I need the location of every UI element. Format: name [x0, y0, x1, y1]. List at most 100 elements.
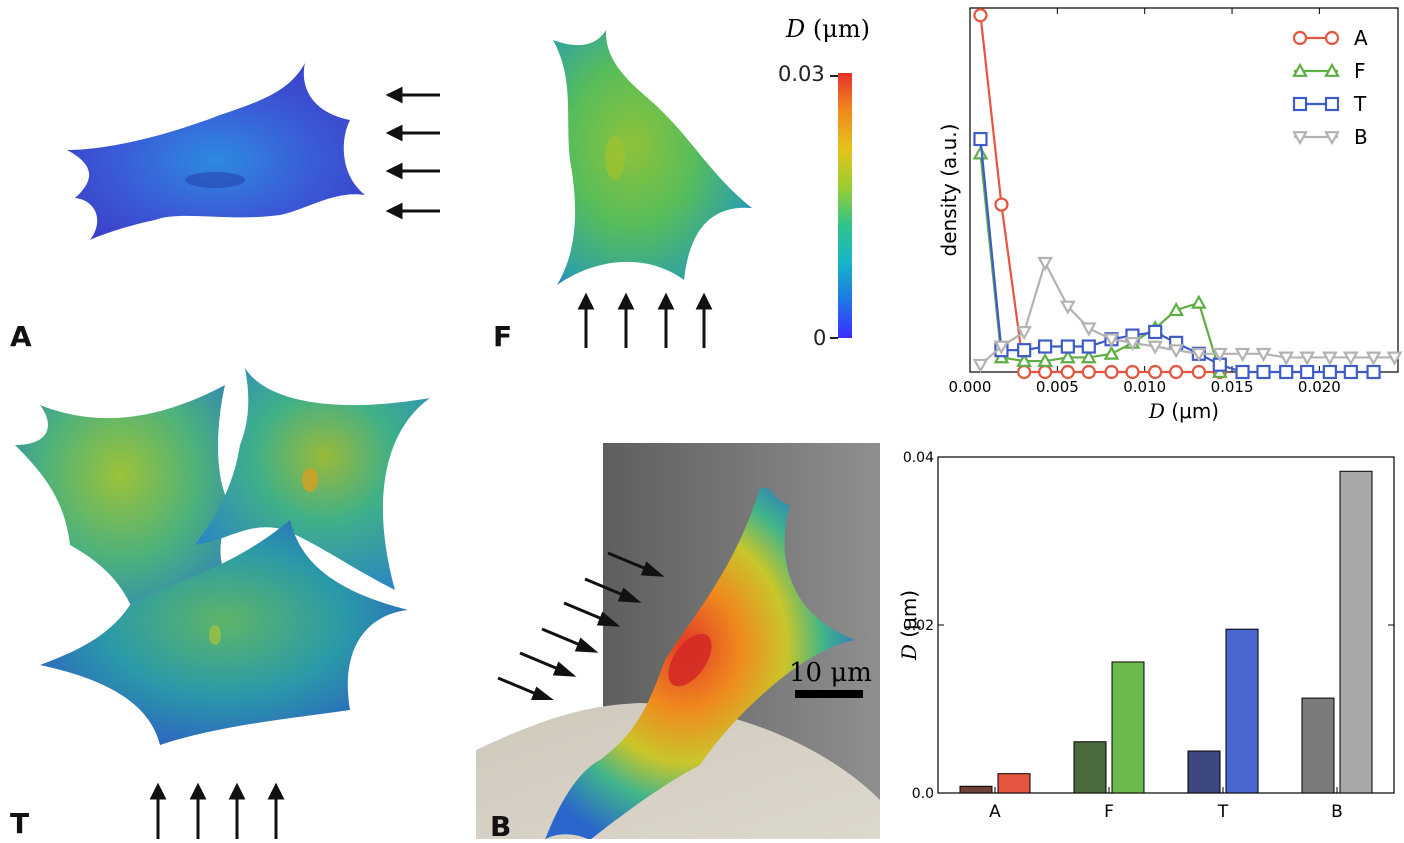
- series-line-F: [979, 153, 1221, 373]
- bar-T-1: [1225, 628, 1259, 794]
- x-tick-label: B: [1331, 802, 1343, 822]
- data-point-B: [1168, 344, 1185, 359]
- force-arrows-f: [577, 292, 713, 348]
- data-point-A: [1169, 364, 1184, 380]
- cell-render-t: [15, 368, 430, 745]
- cell-render-f: [553, 30, 752, 285]
- x-tick-label: F: [1104, 802, 1114, 822]
- data-point-B: [1037, 256, 1053, 272]
- x-tick-label: 0.005: [1036, 378, 1079, 396]
- x-tick-label: T: [1217, 802, 1229, 822]
- data-point-F: [1059, 349, 1076, 364]
- colorbar-min-label: 0: [813, 326, 827, 350]
- x-tick-label: A: [989, 802, 1001, 822]
- colorbar-title-unit: (μm): [812, 15, 870, 43]
- data-point-B: [1234, 347, 1251, 363]
- bar-A-1: [997, 773, 1031, 794]
- data-point-B: [993, 340, 1010, 355]
- scale-bar: [795, 690, 863, 698]
- legend-marker-F: [1324, 62, 1340, 77]
- force-arrows-b: [497, 551, 665, 700]
- bar-T-0: [1187, 750, 1221, 794]
- data-point-A: [1191, 364, 1206, 380]
- data-point-A: [973, 8, 988, 23]
- colorbar-gradient: [838, 73, 852, 338]
- data-point-B: [1342, 351, 1359, 366]
- legend-label-F: F: [1354, 59, 1366, 83]
- legend-label-B: B: [1354, 125, 1368, 149]
- series-line-A: [979, 15, 1220, 374]
- data-point-F: [1037, 352, 1053, 367]
- cell-body-t3: [40, 520, 408, 745]
- x-tick-label: 0.015: [1211, 378, 1254, 396]
- data-point-A: [1017, 364, 1032, 380]
- data-point-A: [1104, 364, 1119, 380]
- data-point-T: [1279, 364, 1294, 380]
- cell-body-a: [67, 63, 365, 240]
- data-point-A: [1081, 364, 1096, 380]
- legend-marker-B: [1292, 131, 1308, 146]
- cell-render-a: [67, 63, 365, 240]
- scale-bar-label: 10 μm: [789, 658, 872, 688]
- data-point-T: [1322, 364, 1337, 380]
- panel-label-f: F: [493, 320, 513, 353]
- y-axis-label: D (μm): [897, 590, 921, 661]
- force-arrows-t: [149, 782, 285, 839]
- bar-B-1: [1339, 470, 1373, 794]
- data-point-A: [994, 197, 1009, 212]
- legend-label-A: A: [1354, 26, 1368, 50]
- data-point-T: [973, 131, 988, 147]
- colorbar-tick-min: [830, 337, 838, 339]
- x-tick-label: 0.020: [1298, 378, 1341, 396]
- cell-body-t1: [15, 385, 250, 640]
- legend-marker-T: [1292, 96, 1308, 112]
- data-point-F: [1190, 294, 1207, 309]
- cell-render-b: [476, 443, 880, 839]
- data-point-T: [1148, 324, 1163, 340]
- data-point-B: [1190, 347, 1207, 363]
- legend-marker-F: [1292, 62, 1308, 77]
- data-point-B: [1211, 347, 1228, 363]
- bar-B-0: [1301, 697, 1335, 794]
- data-point-T: [1300, 364, 1315, 380]
- data-point-T: [1366, 364, 1381, 380]
- data-point-T: [1017, 343, 1032, 358]
- data-point-A: [1148, 364, 1163, 380]
- data-point-B: [1059, 300, 1076, 315]
- legend-marker-B: [1324, 131, 1340, 146]
- data-point-B: [1365, 351, 1382, 366]
- colorbar-max-label: 0.03: [778, 62, 825, 86]
- colorbar-title: D (μm): [786, 15, 870, 43]
- legend-marker-A: [1292, 30, 1308, 46]
- data-point-T: [1343, 364, 1358, 380]
- legend-marker-A: [1324, 30, 1340, 46]
- data-point-F: [972, 145, 989, 160]
- data-point-B: [1080, 322, 1097, 337]
- colorbar-title-var: D: [786, 15, 806, 43]
- force-arrows-a: [385, 86, 440, 220]
- data-point-A: [1038, 364, 1053, 380]
- y-tick-label: 0.0: [912, 786, 934, 802]
- x-axis-label: D (μm): [1148, 399, 1219, 423]
- data-point-A: [1125, 364, 1140, 380]
- data-point-B: [1103, 333, 1120, 348]
- data-point-B: [1321, 351, 1338, 366]
- data-point-T: [1235, 364, 1250, 380]
- data-point-F: [1016, 352, 1033, 367]
- data-point-T: [1256, 364, 1271, 380]
- d-bar-chart: 0.0 0.02 0.04 D (μm) A F T B: [897, 450, 1395, 822]
- data-point-T: [1038, 339, 1053, 354]
- cell-body-f: [553, 30, 752, 285]
- x-tick-label: 0.000: [949, 378, 992, 396]
- y-axis-label: density (a.u.): [937, 124, 961, 257]
- plot-frame: [969, 7, 1399, 373]
- bar-F-0: [1073, 741, 1107, 794]
- colorbar-tick-max: [830, 75, 838, 77]
- data-point-B: [1124, 336, 1141, 352]
- data-point-B: [1016, 326, 1033, 341]
- data-point-T: [1060, 339, 1075, 354]
- data-point-F: [1080, 349, 1097, 364]
- panel-label-a: A: [10, 320, 32, 353]
- panel-label-b: B: [490, 810, 512, 843]
- y-tick-label: 0.04: [903, 450, 934, 466]
